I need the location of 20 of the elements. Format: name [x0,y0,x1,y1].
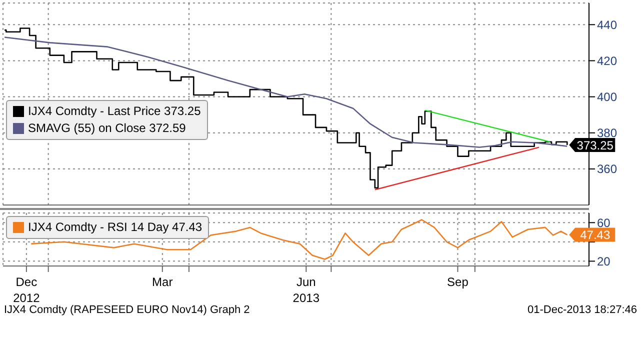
line-series [30,219,568,260]
x-tick-label: Mar [152,275,173,289]
legend-label: IJX4 Comdty - RSI 14 Day 47.43 [28,219,202,236]
legend-label: IJX4 Comdty - Last Price 373.25 [28,103,201,120]
y-tick-label: 400 [597,90,618,104]
text: 01-Dec-2013 18:27:46 [528,304,637,316]
x-tick-label: Dec 2012 [13,275,40,305]
text: IJX4 Comdty (RAPESEED EURO Nov14) Graph 2 [4,304,250,316]
x-tick-label: Jun 2013 [292,275,320,305]
data-label: 47.43 [580,228,610,242]
data-label: 373.25 [576,138,614,153]
y-tick-label: 380 [597,126,618,140]
x-tick-label: Sep [447,275,469,289]
y-tick-label: 60 [597,216,611,230]
y-tick-label: 360 [597,162,618,176]
y-tick-label: 440 [597,18,618,32]
y-tick-label: 420 [597,54,618,68]
y-tick-label: 20 [597,254,611,268]
legend-label: SMAVG (55) on Close 372.59 [28,120,186,137]
line-series [4,36,568,148]
